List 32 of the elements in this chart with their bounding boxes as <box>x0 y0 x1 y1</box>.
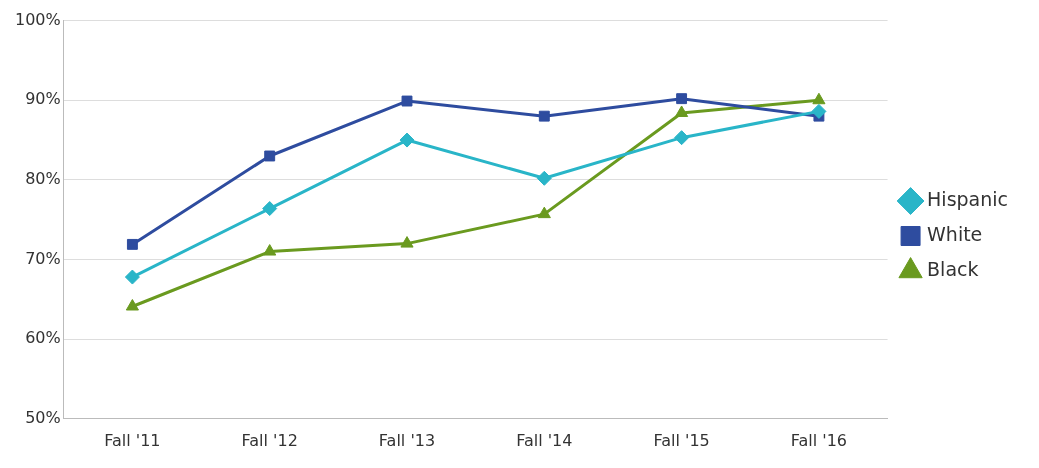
point <box>676 93 688 105</box>
y-tick-label: 90% <box>25 89 61 109</box>
point <box>537 206 551 219</box>
x-tick-label: Fall '11 <box>104 430 161 450</box>
y-tick-label: 100% <box>14 9 61 29</box>
point <box>536 170 552 186</box>
legend-label: Black <box>927 257 979 280</box>
point <box>124 269 140 285</box>
legend-label: Hispanic <box>927 187 1008 210</box>
point <box>125 299 139 311</box>
x-tick-label: Fall '13 <box>378 430 436 450</box>
point <box>675 105 689 117</box>
point <box>264 150 276 162</box>
y-tick-label: 70% <box>25 248 61 268</box>
point <box>263 244 277 256</box>
x-tick-label: Fall '15 <box>653 430 710 450</box>
x-tick-label: Fall '14 <box>516 430 573 450</box>
point <box>812 92 826 105</box>
point <box>399 132 415 148</box>
x-tick-label: Fall '16 <box>790 430 848 450</box>
point <box>811 103 827 119</box>
x-tick-label: Fall '12 <box>241 430 298 450</box>
y-tick-label: 50% <box>25 407 61 427</box>
point <box>262 201 278 217</box>
legend-label: White <box>927 222 983 245</box>
y-tick-label: 60% <box>25 328 61 348</box>
y-tick-label: 80% <box>25 169 61 189</box>
point <box>401 95 413 107</box>
point <box>400 236 414 248</box>
point <box>126 238 138 250</box>
point <box>538 110 550 122</box>
point <box>674 130 690 146</box>
